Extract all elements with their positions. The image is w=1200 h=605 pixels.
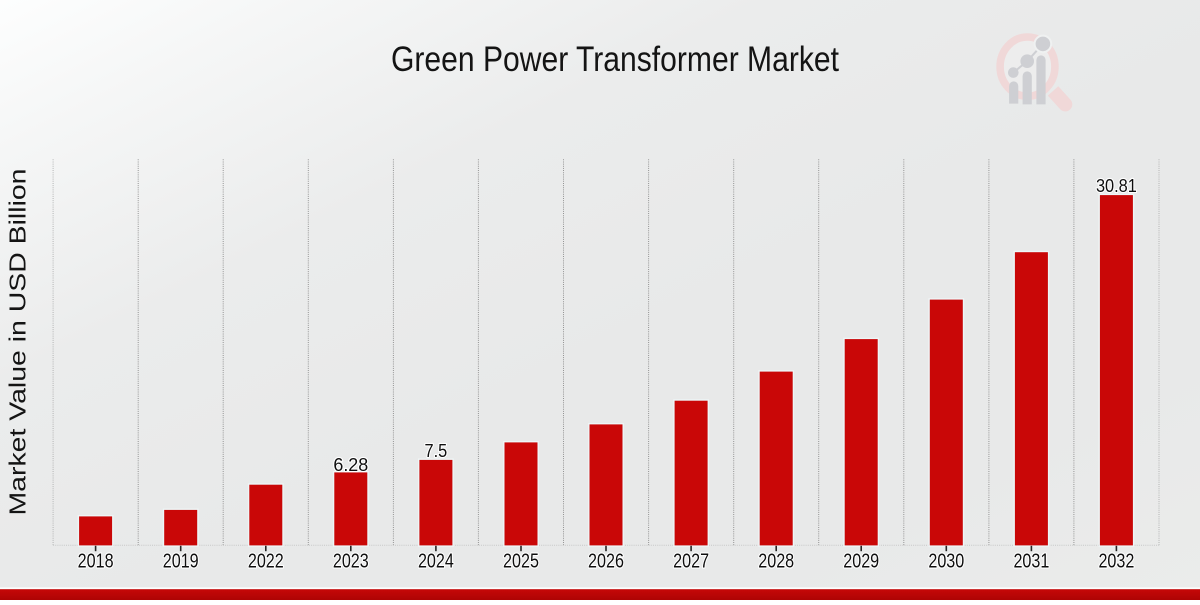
svg-text:2018: 2018	[78, 551, 114, 573]
svg-text:2029: 2029	[843, 551, 879, 573]
svg-text:6.28: 6.28	[333, 454, 368, 475]
svg-text:2031: 2031	[1013, 551, 1049, 573]
svg-text:2025: 2025	[503, 551, 539, 573]
svg-text:2026: 2026	[588, 551, 624, 573]
svg-text:2022: 2022	[248, 551, 284, 573]
svg-text:Green Power Transformer Market: Green Power Transformer Market	[391, 39, 839, 79]
svg-text:2024: 2024	[418, 551, 454, 573]
svg-text:2030: 2030	[928, 551, 964, 573]
svg-text:2027: 2027	[673, 551, 709, 573]
svg-text:2019: 2019	[163, 551, 199, 573]
svg-text:Market Value in USD Billion: Market Value in USD Billion	[5, 169, 31, 516]
svg-text:2032: 2032	[1098, 551, 1134, 573]
svg-text:30.81: 30.81	[1096, 175, 1137, 196]
svg-text:7.5: 7.5	[425, 440, 448, 461]
svg-text:2028: 2028	[758, 551, 794, 573]
svg-text:2023: 2023	[333, 551, 369, 573]
